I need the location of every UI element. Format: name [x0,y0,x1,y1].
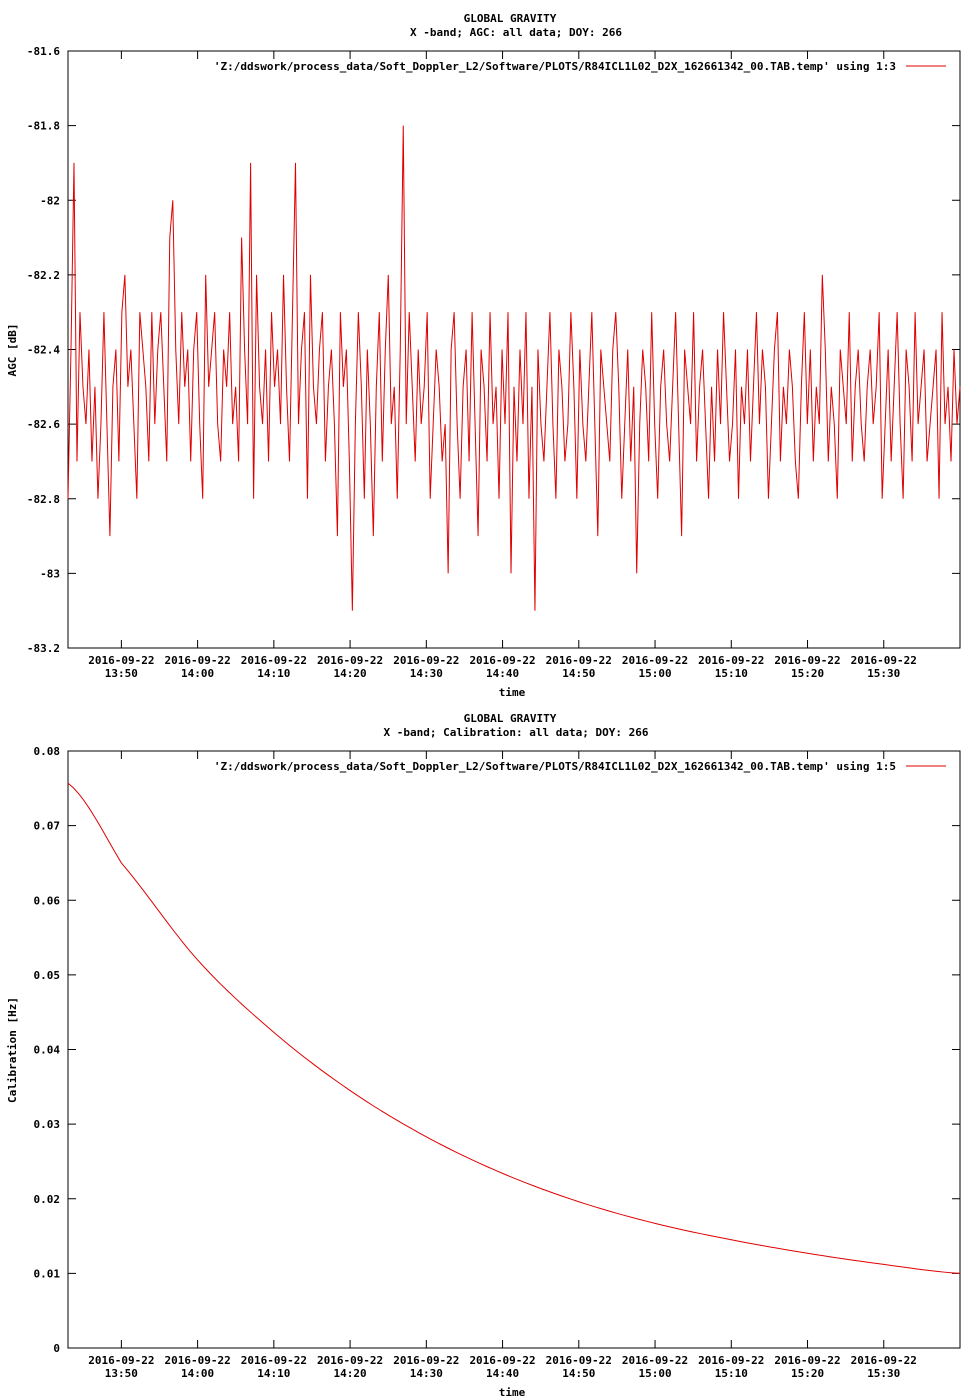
x-tick-time: 14:50 [562,667,595,680]
y-tick-label: -83.2 [27,642,60,655]
y-tick-label: 0.07 [34,820,61,833]
y-tick-label: 0.08 [34,745,61,758]
x-tick-date: 2016-09-22 [241,1354,307,1367]
y-tick-label: -83 [40,567,60,580]
x-axis-label: time [499,1386,526,1399]
x-tick-time: 14:40 [486,667,519,680]
x-tick-date: 2016-09-22 [317,654,383,667]
x-tick-date: 2016-09-22 [546,1354,612,1367]
x-tick-time: 13:50 [105,1367,138,1380]
y-tick-label: 0.03 [34,1118,61,1131]
x-tick-date: 2016-09-22 [317,1354,383,1367]
x-axis-label: time [499,686,526,699]
y-axis-label: Calibration [Hz] [6,997,19,1103]
x-tick-time: 15:20 [791,667,824,680]
agc-chart: GLOBAL GRAVITY X -band; AGC: all data; D… [6,12,961,699]
x-tick-time: 14:40 [486,1367,519,1380]
x-tick-time: 15:00 [638,1367,671,1380]
y-tick-label: 0.04 [34,1044,61,1057]
y-tick-label: -81.8 [27,120,60,133]
x-tick-time: 14:00 [181,1367,214,1380]
x-tick-time: 15:30 [867,667,900,680]
x-tick-date: 2016-09-22 [851,1354,917,1367]
x-tick-date: 2016-09-22 [88,654,154,667]
y-tick-label: -82 [40,194,60,207]
legend-label: 'Z:/ddswork/process_data/Soft_Doppler_L2… [214,60,896,73]
chart-title: GLOBAL GRAVITY [464,12,557,25]
x-tick-time: 14:00 [181,667,214,680]
chart-subtitle: X -band; AGC: all data; DOY: 266 [410,26,622,39]
x-tick-date: 2016-09-22 [164,654,230,667]
x-tick-time: 14:10 [257,1367,290,1380]
x-tick-time: 14:30 [410,1367,443,1380]
x-tick-time: 15:20 [791,1367,824,1380]
x-tick-time: 14:50 [562,1367,595,1380]
x-tick-date: 2016-09-22 [851,654,917,667]
y-axis-label: AGC [dB] [6,324,19,377]
y-tick-label: 0.05 [34,969,61,982]
calibration-series-line [67,782,961,1274]
y-tick-label: -81.6 [27,45,60,58]
y-tick-label: 0.06 [34,894,61,907]
calibration-chart: GLOBAL GRAVITY X -band; Calibration: all… [6,712,961,1399]
x-tick-time: 14:30 [410,667,443,680]
x-tick-date: 2016-09-22 [164,1354,230,1367]
x-tick-date: 2016-09-22 [546,654,612,667]
y-tick-label: 0 [53,1342,60,1355]
y-tick-label: -82.4 [27,344,60,357]
agc-series-line [67,125,961,611]
x-tick-date: 2016-09-22 [469,1354,535,1367]
x-ticks: 2016-09-2213:502016-09-2214:002016-09-22… [88,751,917,1380]
y-tick-label: -82.8 [27,493,60,506]
x-tick-time: 15:10 [715,667,748,680]
x-tick-date: 2016-09-22 [698,654,764,667]
chart-title: GLOBAL GRAVITY [464,712,557,725]
y-tick-label: 0.01 [34,1267,61,1280]
x-tick-date: 2016-09-22 [393,1354,459,1367]
x-tick-time: 15:30 [867,1367,900,1380]
y-ticks: 0.08 0.07 0.06 0.05 0.04 0.03 0.02 0.01 0 [34,745,960,1355]
x-tick-date: 2016-09-22 [393,654,459,667]
x-tick-date: 2016-09-22 [774,654,840,667]
plot-frame [67,750,961,1349]
x-tick-time: 14:20 [334,667,367,680]
x-tick-date: 2016-09-22 [774,1354,840,1367]
x-ticks: 2016-09-2213:502016-09-2214:002016-09-22… [88,51,917,680]
x-tick-date: 2016-09-22 [622,654,688,667]
x-tick-date: 2016-09-22 [469,654,535,667]
x-tick-time: 13:50 [105,667,138,680]
x-tick-date: 2016-09-22 [622,1354,688,1367]
plot-frame [67,50,961,649]
y-tick-label: -82.6 [27,418,60,431]
x-tick-time: 15:10 [715,1367,748,1380]
x-tick-date: 2016-09-22 [88,1354,154,1367]
x-tick-date: 2016-09-22 [241,654,307,667]
y-ticks: -81.6 -81.8 -82 -82.2 -82.4 -82.6 -82.8 -83 -83.… [27,45,960,655]
legend-label: 'Z:/ddswork/process_data/Soft_Doppler_L2… [214,760,896,773]
x-tick-time: 14:10 [257,667,290,680]
y-tick-label: -82.2 [27,269,60,282]
y-tick-label: 0.02 [34,1193,61,1206]
chart-subtitle: X -band; Calibration: all data; DOY: 266 [384,726,649,739]
x-tick-date: 2016-09-22 [698,1354,764,1367]
x-tick-time: 14:20 [334,1367,367,1380]
x-tick-time: 15:00 [638,667,671,680]
